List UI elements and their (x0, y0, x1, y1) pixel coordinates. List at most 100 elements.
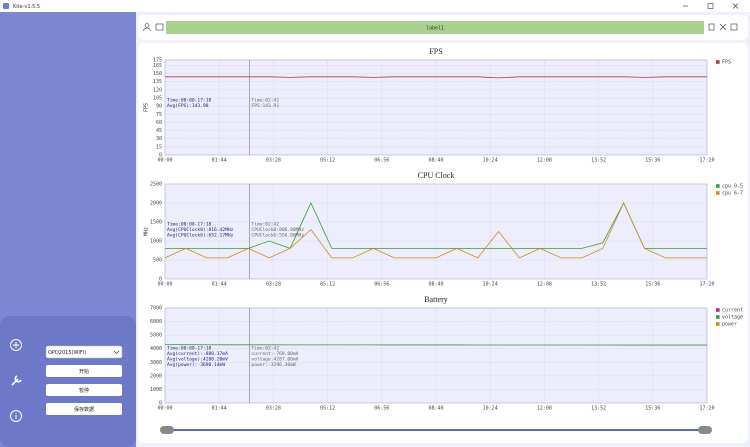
y-tick-label: 120 (153, 87, 162, 93)
window-title: Kite-v1.5.5 (13, 4, 40, 10)
x-tick-label: 08:40 (428, 158, 443, 164)
summary-label: Avg(power):-3690.14mW (167, 362, 225, 368)
x-tick-label: 08:40 (428, 282, 443, 288)
summary-label: Avg(CPUClock6):652.17MHz (167, 233, 234, 239)
add-icon[interactable] (10, 339, 22, 351)
y-tick-label: 5000 (150, 333, 162, 339)
x-tick-label: 01:44 (212, 282, 227, 288)
y-tick-label: 0 (159, 277, 162, 283)
y-tick-label: 105 (153, 96, 162, 102)
info-icon[interactable] (10, 410, 22, 422)
y-tick-label: 90 (156, 104, 162, 110)
summary-label: Avg(voltage):4280.20mV (167, 357, 228, 363)
x-tick-label: 10:24 (483, 282, 498, 288)
x-tick-label: 12:08 (537, 158, 552, 164)
x-tick-label: 13:52 (591, 406, 606, 412)
save-icon[interactable] (730, 23, 738, 31)
x-tick-label: 06:56 (374, 406, 389, 412)
x-tick-label: 15:36 (645, 158, 660, 164)
x-tick-label: 00:00 (157, 158, 172, 164)
user-icon[interactable] (144, 23, 150, 28)
range-slider-start[interactable] (160, 426, 174, 434)
start-button[interactable] (46, 365, 122, 377)
y-tick-label: 60 (156, 120, 162, 126)
x-tick-label: 01:44 (212, 406, 227, 412)
y-tick-label: 2000 (150, 373, 162, 379)
y-tick-label: 6000 (150, 319, 162, 325)
y-tick-label: 150 (153, 71, 162, 77)
y-tick-label: 2000 (150, 201, 162, 207)
x-tick-label: 13:52 (591, 158, 606, 164)
y-axis-label: FPS (144, 103, 150, 112)
summary-label: Avg(FPS):143.98 (167, 103, 209, 109)
x-tick-label: 06:56 (374, 282, 389, 288)
x-tick-label: 12:08 (537, 406, 552, 412)
close-button[interactable] (732, 3, 739, 9)
summary-label: Time:00:00-17:18 (167, 222, 211, 228)
x-tick-label: 08:40 (428, 406, 443, 412)
y-tick-label: 7000 (150, 306, 162, 312)
dropdown-arrow (113, 350, 120, 354)
summary-label: Avg(current):-880.17mA (167, 351, 228, 357)
legend-swatch (716, 308, 720, 312)
range-slider-end[interactable] (698, 426, 712, 434)
series-group (165, 76, 707, 79)
pause-button[interactable] (46, 384, 122, 396)
save-button-label: 保存数据 (74, 406, 94, 413)
y-tick-label: 1000 (150, 239, 162, 245)
y-tick-label: 0 (159, 401, 162, 407)
x-tick-label: 03:28 (266, 406, 281, 412)
x-tick-label: 01:44 (212, 158, 227, 164)
cursor-label: Time:02:42 (251, 98, 279, 104)
save-button[interactable] (46, 403, 122, 415)
pause-button-label: 暂停 (79, 387, 89, 394)
series-group (165, 202, 707, 259)
x-tick-label: 10:24 (483, 158, 498, 164)
chart-title: FPS (429, 47, 442, 56)
y-tick-label: 45 (156, 128, 162, 134)
device-dropdown[interactable] (45, 345, 123, 359)
legend-label: power (722, 322, 737, 328)
x-tick-label: 13:52 (591, 282, 606, 288)
series-line (165, 202, 707, 249)
title-bar (0, 0, 750, 12)
chart-title: Battery (424, 295, 448, 304)
x-tick-label: 17:20 (699, 406, 714, 412)
x-tick-label: 03:28 (266, 158, 281, 164)
cursor-label: FPS:143.91 (251, 103, 279, 109)
legend-swatch (716, 322, 720, 326)
y-tick-label: 15 (156, 144, 162, 150)
series-line (165, 76, 707, 79)
x-tick-label: 00:00 (157, 406, 172, 412)
x-tick-label: 05:12 (320, 282, 335, 288)
cursor-label: power:-3296.30mW (251, 362, 295, 368)
cursor-label: CPUClock0:806.00MHz (251, 227, 304, 233)
user-icon-body (143, 27, 151, 32)
cursor-label: Time:02:42 (251, 346, 279, 352)
y-tick-label: 135 (153, 79, 162, 85)
image-icon[interactable] (155, 23, 164, 31)
x-tick-label: 15:36 (645, 282, 660, 288)
summary-label: Avg(CPUClock0):816.42MHz (167, 227, 234, 233)
legend-label: current (722, 308, 743, 314)
maximize-button[interactable] (707, 3, 714, 9)
legend-label: cpu 0-5 (722, 184, 743, 190)
legend-swatch (716, 191, 720, 195)
y-tick-label: 4000 (150, 346, 162, 352)
y-tick-label: 1500 (150, 220, 162, 226)
legend-swatch (716, 315, 720, 319)
cut-icon[interactable] (719, 23, 727, 31)
series-line (165, 202, 707, 259)
settings-icon[interactable] (11, 375, 22, 386)
y-tick-label: 1000 (150, 387, 162, 393)
x-tick-label: 05:12 (320, 158, 335, 164)
y-tick-label: 175 (153, 58, 162, 64)
y-tick-label: 2500 (150, 182, 162, 188)
add-icon-plus (13, 342, 19, 348)
bookmark-icon[interactable] (708, 23, 715, 31)
start-button-label: 开始 (79, 368, 89, 375)
x-tick-label: 15:36 (645, 406, 660, 412)
toolbar-label: label1 (426, 26, 444, 32)
